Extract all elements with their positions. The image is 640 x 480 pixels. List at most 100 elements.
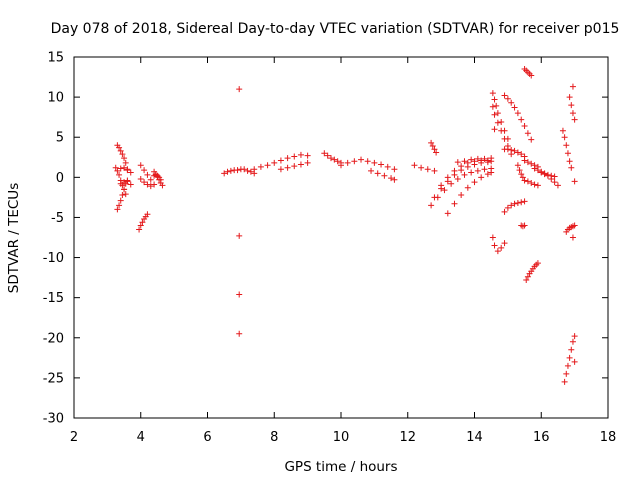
x-tick-label: 10 — [333, 430, 350, 445]
data-point — [418, 164, 425, 171]
data-point — [569, 83, 576, 90]
data-point — [571, 116, 578, 123]
data-point — [564, 150, 571, 157]
data-point — [504, 95, 511, 102]
data-point — [523, 277, 530, 284]
data-point — [433, 149, 440, 156]
data-point — [521, 198, 528, 205]
data-point — [122, 191, 129, 198]
series-sat-r — [411, 162, 438, 174]
series-sat-z — [489, 103, 515, 158]
data-point — [491, 126, 498, 133]
series-sat-p — [338, 156, 398, 173]
data-point — [251, 166, 258, 173]
series-sat-ag — [518, 222, 528, 230]
data-point — [114, 206, 121, 213]
data-point — [514, 162, 521, 169]
data-point — [544, 171, 551, 178]
data-point — [501, 92, 508, 99]
data-point — [514, 149, 521, 156]
y-tick-label: 15 — [47, 51, 64, 66]
data-point — [521, 177, 528, 184]
data-point — [368, 167, 375, 174]
data-point — [521, 222, 528, 229]
data-point — [494, 119, 501, 126]
data-point — [471, 158, 478, 165]
data-point — [571, 333, 578, 340]
data-point — [478, 174, 485, 181]
data-point — [488, 155, 495, 162]
data-point — [364, 158, 371, 165]
data-point — [271, 159, 278, 166]
data-point — [571, 358, 578, 365]
data-point — [551, 173, 558, 180]
series-sat-d — [117, 178, 134, 188]
data-point — [124, 167, 131, 174]
series-sat-ac — [501, 92, 535, 143]
data-point — [516, 167, 523, 174]
data-point — [116, 144, 123, 151]
data-point — [474, 155, 481, 162]
data-point — [508, 147, 515, 154]
y-axis-ticks: 15 10 5 0 -5 -10 -15 -20 -25 -30 — [43, 51, 608, 427]
data-point — [491, 242, 498, 249]
data-point — [514, 200, 521, 207]
data-point — [144, 181, 151, 188]
data-point — [468, 156, 475, 163]
series-sat-ap — [566, 94, 578, 123]
data-point — [388, 175, 395, 182]
data-point — [297, 161, 304, 168]
data-point — [511, 147, 518, 154]
data-point — [491, 111, 498, 118]
data-point — [491, 96, 498, 103]
data-point — [121, 186, 128, 193]
data-point — [531, 181, 538, 188]
data-point — [568, 346, 575, 353]
data-point — [489, 90, 496, 97]
data-point — [484, 157, 491, 164]
series-sat-ae — [501, 198, 528, 215]
data-point — [569, 110, 576, 117]
data-point — [304, 159, 311, 166]
data-point — [224, 168, 231, 175]
y-tick-label: -20 — [43, 331, 64, 346]
data-point — [378, 161, 385, 168]
data-point — [151, 181, 158, 188]
data-point — [431, 146, 438, 153]
series-sat-x — [454, 155, 495, 166]
data-point — [441, 187, 448, 194]
y-tick-label: 0 — [56, 171, 64, 186]
data-point — [351, 158, 358, 165]
y-tick-label: -15 — [43, 291, 64, 306]
series-sat-w — [444, 169, 495, 217]
y-tick-label: -5 — [51, 211, 64, 226]
chart-title: Day 078 of 2018, Sidereal Day-to-day VTE… — [51, 21, 620, 37]
series-sat-ao — [563, 222, 578, 235]
series-sat-b — [114, 142, 131, 173]
data-point — [144, 211, 151, 218]
data-point — [122, 159, 129, 166]
series-sat-ab — [491, 126, 498, 133]
data-point — [338, 162, 344, 169]
data-point — [521, 157, 528, 164]
data-point — [541, 171, 548, 178]
data-point — [531, 165, 538, 172]
data-point — [524, 130, 531, 137]
series-sat-ad — [501, 146, 528, 160]
data-point — [284, 164, 291, 171]
data-point — [264, 162, 271, 169]
data-point — [391, 176, 398, 183]
x-tick-label: 4 — [137, 430, 145, 445]
data-point — [481, 155, 488, 162]
data-point — [137, 222, 144, 229]
data-point — [474, 167, 481, 174]
data-point — [124, 178, 131, 185]
data-point — [381, 172, 388, 179]
data-point — [563, 370, 570, 377]
data-point — [454, 175, 461, 182]
series-sat-aa — [489, 234, 508, 255]
data-point — [478, 157, 485, 164]
series-sat-m — [251, 151, 311, 173]
data-point — [147, 183, 154, 190]
data-point — [534, 182, 541, 189]
